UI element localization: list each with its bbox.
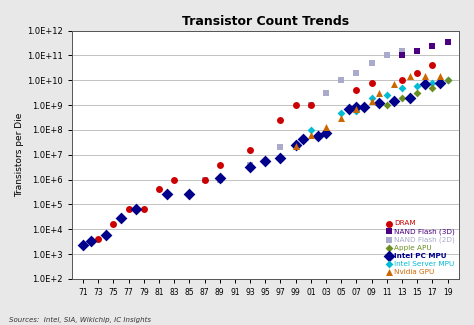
Point — [444, 78, 451, 83]
Point — [307, 102, 315, 108]
Point — [360, 105, 368, 110]
Point — [132, 206, 140, 211]
Point — [322, 130, 330, 135]
Point — [79, 242, 87, 248]
Point — [428, 80, 436, 85]
Point — [262, 159, 269, 164]
Point — [109, 222, 117, 227]
Point — [216, 162, 223, 167]
Point — [322, 124, 330, 130]
Point — [307, 133, 315, 138]
Point — [391, 99, 398, 104]
Point — [391, 82, 398, 87]
Point — [413, 70, 421, 75]
Point — [345, 106, 353, 111]
Title: Transistor Count Trends: Transistor Count Trends — [182, 15, 349, 28]
Point — [163, 191, 170, 196]
Point — [102, 232, 109, 237]
Point — [383, 53, 391, 58]
Point — [292, 143, 300, 148]
Point — [246, 162, 254, 167]
Point — [94, 237, 102, 242]
Point — [413, 83, 421, 88]
Point — [201, 177, 208, 182]
Point — [444, 39, 451, 45]
Point — [436, 80, 444, 85]
Point — [246, 165, 254, 170]
Point — [155, 187, 163, 192]
Point — [353, 105, 360, 110]
Point — [428, 85, 436, 90]
Point — [353, 107, 360, 112]
Point — [353, 87, 360, 93]
Point — [353, 108, 360, 113]
Point — [170, 177, 178, 182]
Point — [292, 144, 300, 149]
Point — [307, 102, 315, 108]
Point — [307, 127, 315, 133]
Text: Sources:  Intel, SIA, Wikichip, IC Insights: Sources: Intel, SIA, Wikichip, IC Insigh… — [9, 317, 152, 323]
Point — [428, 63, 436, 68]
Point — [428, 43, 436, 48]
Point — [421, 73, 428, 78]
Point — [406, 96, 413, 101]
Point — [383, 93, 391, 98]
Point — [398, 53, 406, 58]
Point — [368, 95, 375, 100]
Point — [398, 48, 406, 54]
Legend: DRAM, NAND Flash (3D), NAND Flash (2D), Apple APU, Intel PC MPU, Intel Server MP: DRAM, NAND Flash (3D), NAND Flash (2D), … — [385, 220, 456, 275]
Point — [413, 91, 421, 96]
Point — [375, 101, 383, 106]
Point — [368, 99, 375, 104]
Point — [383, 102, 391, 108]
Point — [117, 215, 125, 220]
Point — [216, 177, 223, 182]
Point — [300, 137, 307, 142]
Point — [201, 177, 208, 182]
Point — [277, 155, 284, 161]
Point — [368, 80, 375, 85]
Point — [337, 110, 345, 115]
Point — [337, 78, 345, 83]
Point — [322, 91, 330, 96]
Point — [246, 147, 254, 152]
Point — [375, 91, 383, 96]
Point — [337, 115, 345, 121]
Y-axis label: Transistors per Die: Transistors per Die — [15, 112, 24, 197]
Point — [413, 48, 421, 54]
Point — [398, 85, 406, 90]
Point — [185, 191, 193, 196]
Point — [406, 73, 413, 78]
Point — [398, 78, 406, 83]
Point — [398, 95, 406, 100]
Point — [87, 238, 94, 243]
Point — [421, 81, 428, 86]
Point — [436, 73, 444, 78]
Point — [277, 145, 284, 150]
Point — [353, 70, 360, 75]
Point — [125, 206, 132, 212]
Point — [277, 117, 284, 123]
Point — [216, 175, 223, 180]
Point — [315, 134, 322, 139]
Point — [444, 78, 451, 83]
Point — [292, 102, 300, 108]
Point — [368, 60, 375, 65]
Point — [140, 206, 147, 212]
